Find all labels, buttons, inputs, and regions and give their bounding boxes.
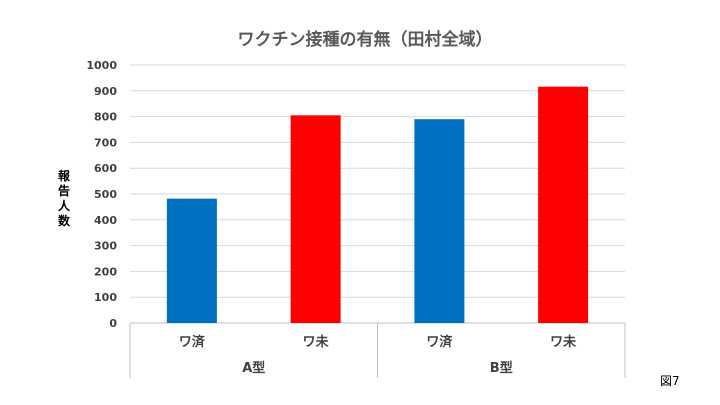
y-tick-label: 600: [94, 162, 117, 175]
y-tick-label: 500: [94, 188, 117, 201]
chart-title: ワクチン接種の有無（田村全域）: [238, 29, 493, 50]
x-group-label: A型: [242, 360, 265, 376]
x-axis: ワ済 ワ未 ワ済 ワ未 A型 B型: [129, 323, 626, 378]
y-axis-label-char: 数: [58, 213, 71, 228]
y-axis-label-char: 人: [58, 198, 71, 213]
x-category-label: ワ済: [426, 334, 453, 350]
bar: [166, 198, 217, 323]
y-tick-label: 800: [94, 111, 117, 124]
y-tick-label: 100: [94, 291, 117, 304]
y-tick-label: 200: [94, 265, 117, 278]
bar: [538, 86, 589, 323]
y-axis-label-char: 告: [58, 183, 70, 198]
bar: [414, 119, 465, 324]
x-category-label: ワ未: [303, 334, 330, 350]
y-tick-label: 900: [94, 85, 117, 98]
y-tick-label: 300: [94, 240, 117, 253]
bars: [166, 86, 589, 324]
bar: [290, 115, 341, 323]
x-category-label: ワ済: [179, 334, 206, 350]
y-tick-label: 700: [94, 136, 117, 149]
x-group-label: B型: [490, 360, 513, 376]
y-tick-label: 0: [109, 317, 117, 330]
y-axis-ticks: 0 100 200 300 400 500 600 700 800 900 1000: [86, 59, 117, 330]
y-tick-label: 400: [94, 214, 117, 227]
x-category-label: ワ未: [550, 334, 577, 350]
y-tick-label: 1000: [86, 59, 117, 72]
figure-label: 図7: [660, 374, 680, 388]
y-axis-label-char: 報: [58, 168, 71, 183]
